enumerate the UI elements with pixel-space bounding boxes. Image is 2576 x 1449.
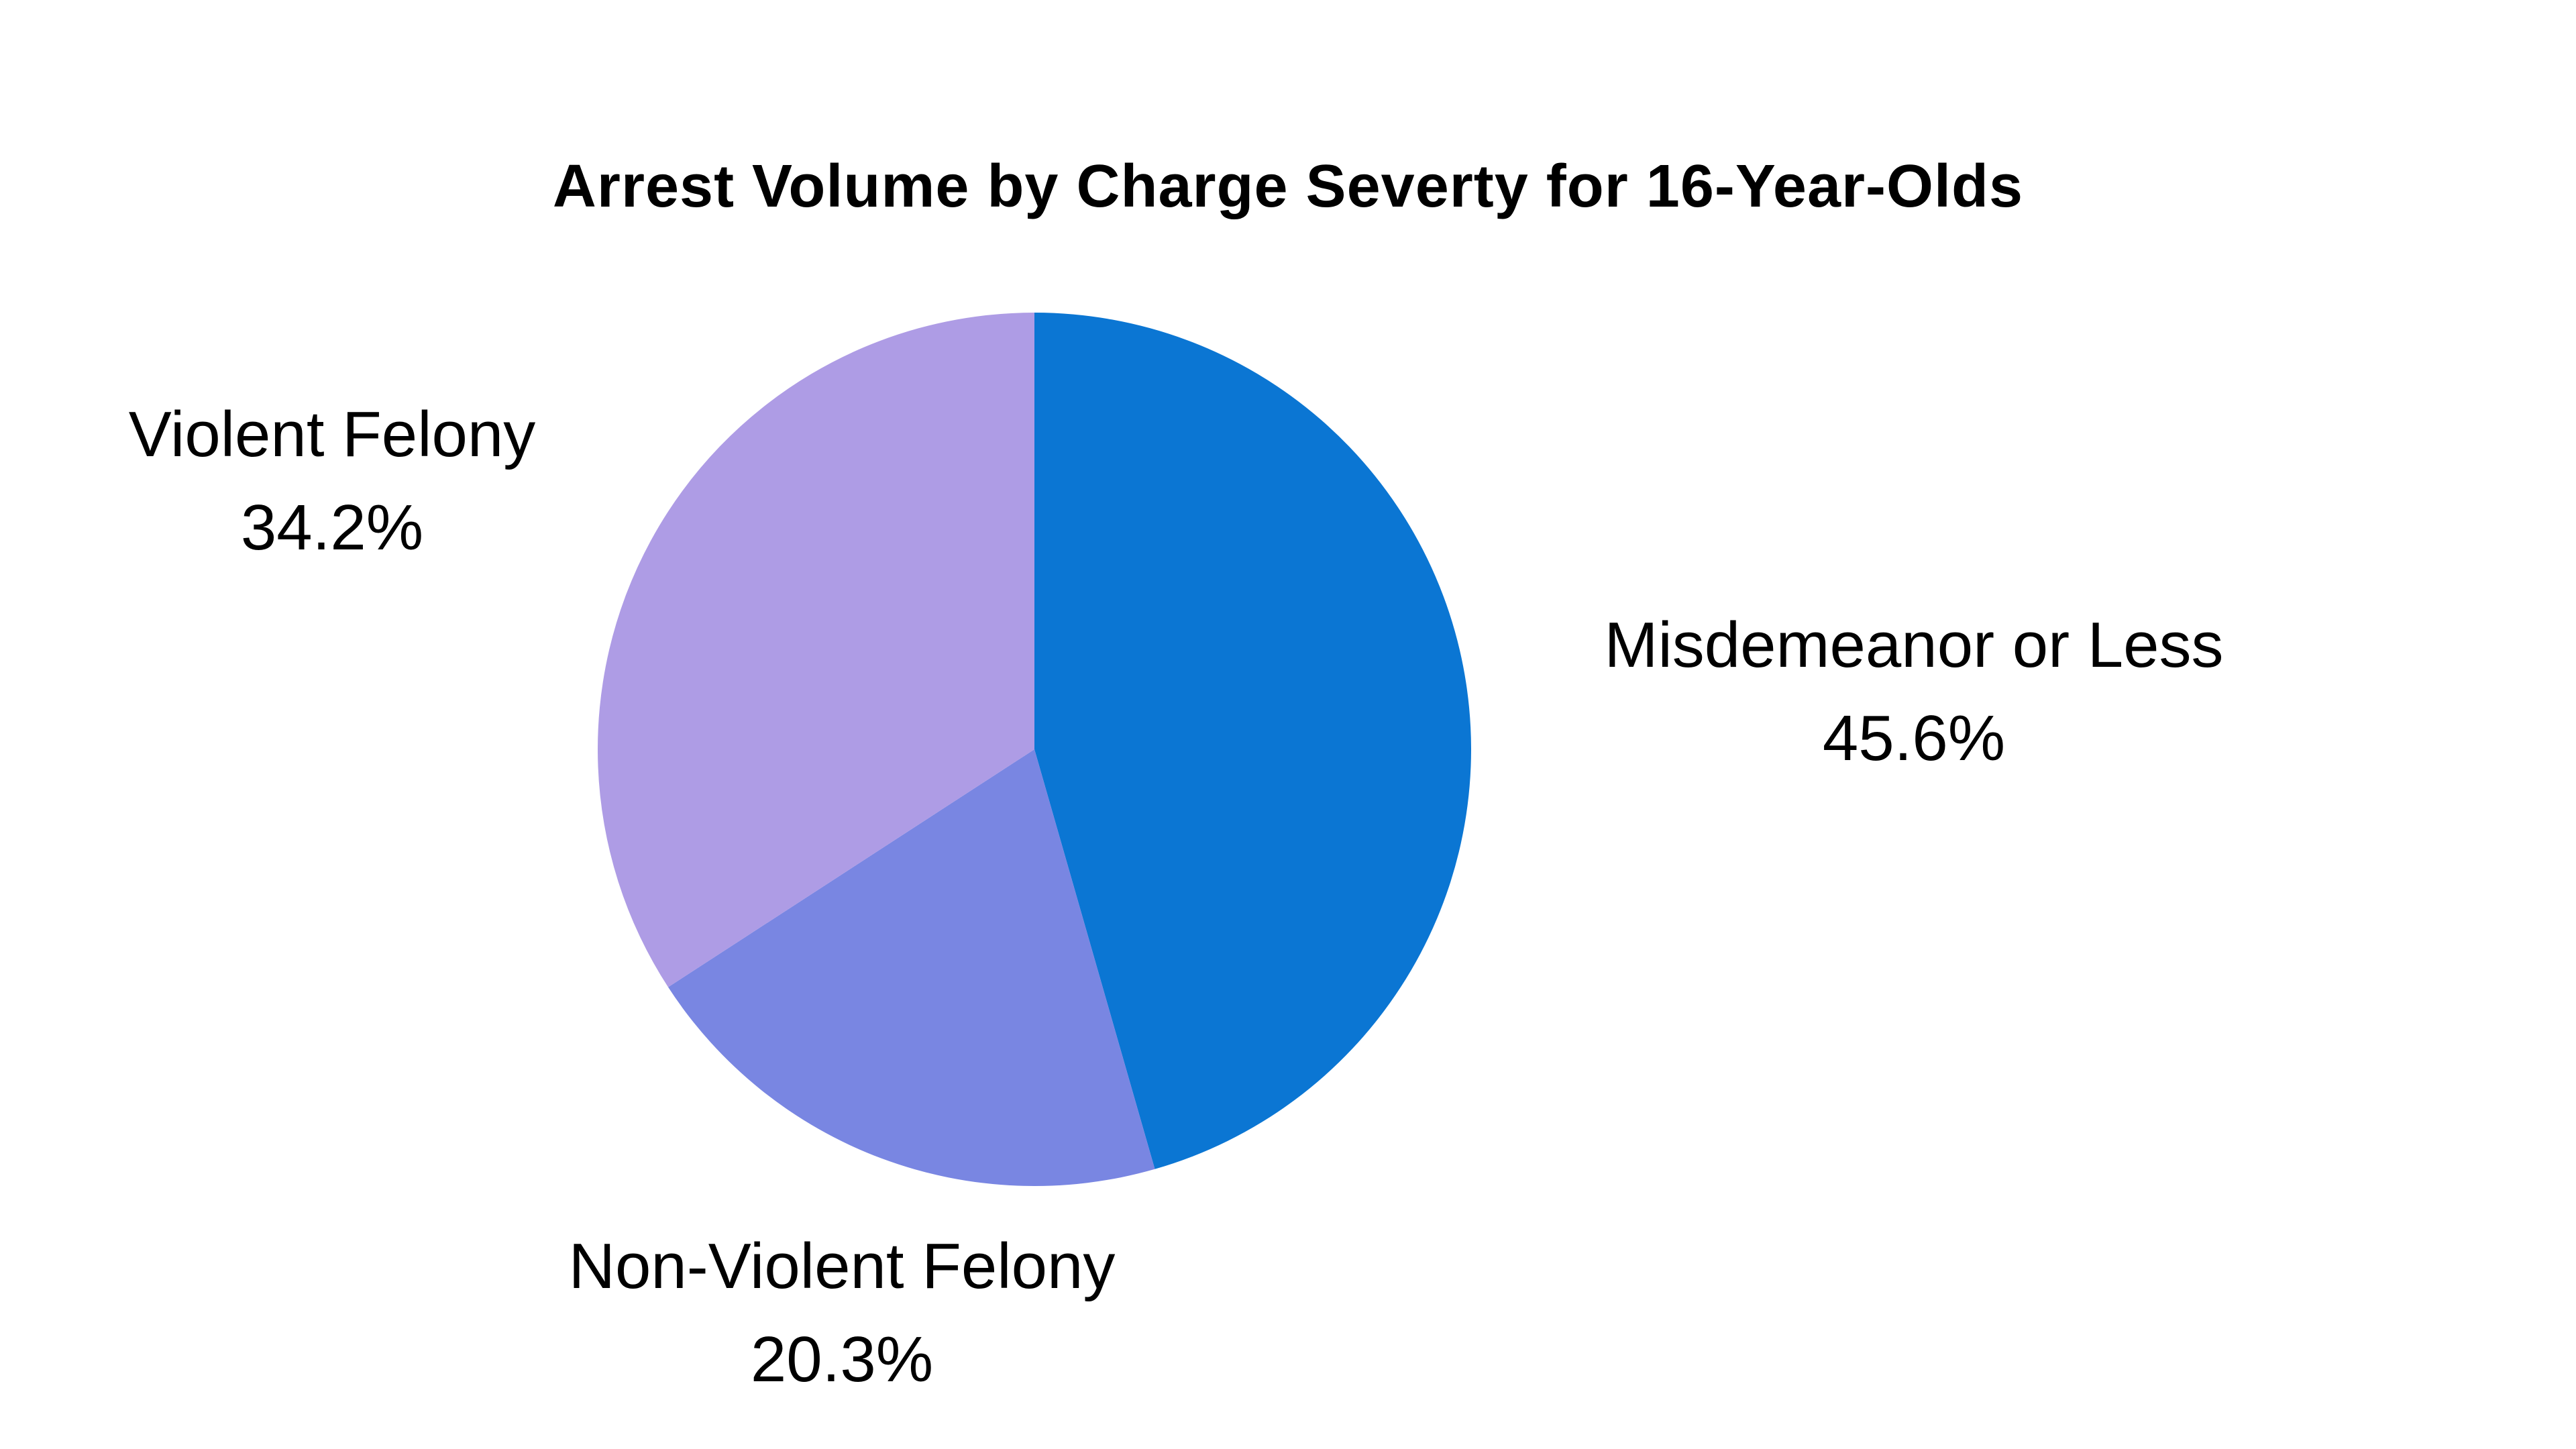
slice-label-violent-felony: Violent Felony 34.2% [0, 388, 701, 574]
slice-label-percent: 34.2% [240, 492, 424, 564]
chart-title: Arrest Volume by Charge Severty for 16-Y… [552, 153, 2024, 220]
slice-label-name: Violent Felony [128, 398, 536, 470]
slice-label-name: Misdemeanor or Less [1604, 609, 2224, 681]
pie-slice-violent-felony [598, 313, 1034, 987]
slice-label-non-violent-felony: Non-Violent Felony 20.3% [473, 1220, 1211, 1406]
slice-label-misdemeanor-or-less: Misdemeanor or Less 45.6% [1545, 598, 2283, 785]
slice-label-name: Non-Violent Felony [568, 1230, 1116, 1302]
slice-label-percent: 20.3% [750, 1324, 934, 1395]
pie-chart [598, 313, 1471, 1186]
pie-slice-misdemeanor-or-less [1034, 313, 1471, 1169]
slice-label-percent: 45.6% [1822, 702, 2006, 774]
pie-slice-non-violent-felony [668, 749, 1155, 1186]
